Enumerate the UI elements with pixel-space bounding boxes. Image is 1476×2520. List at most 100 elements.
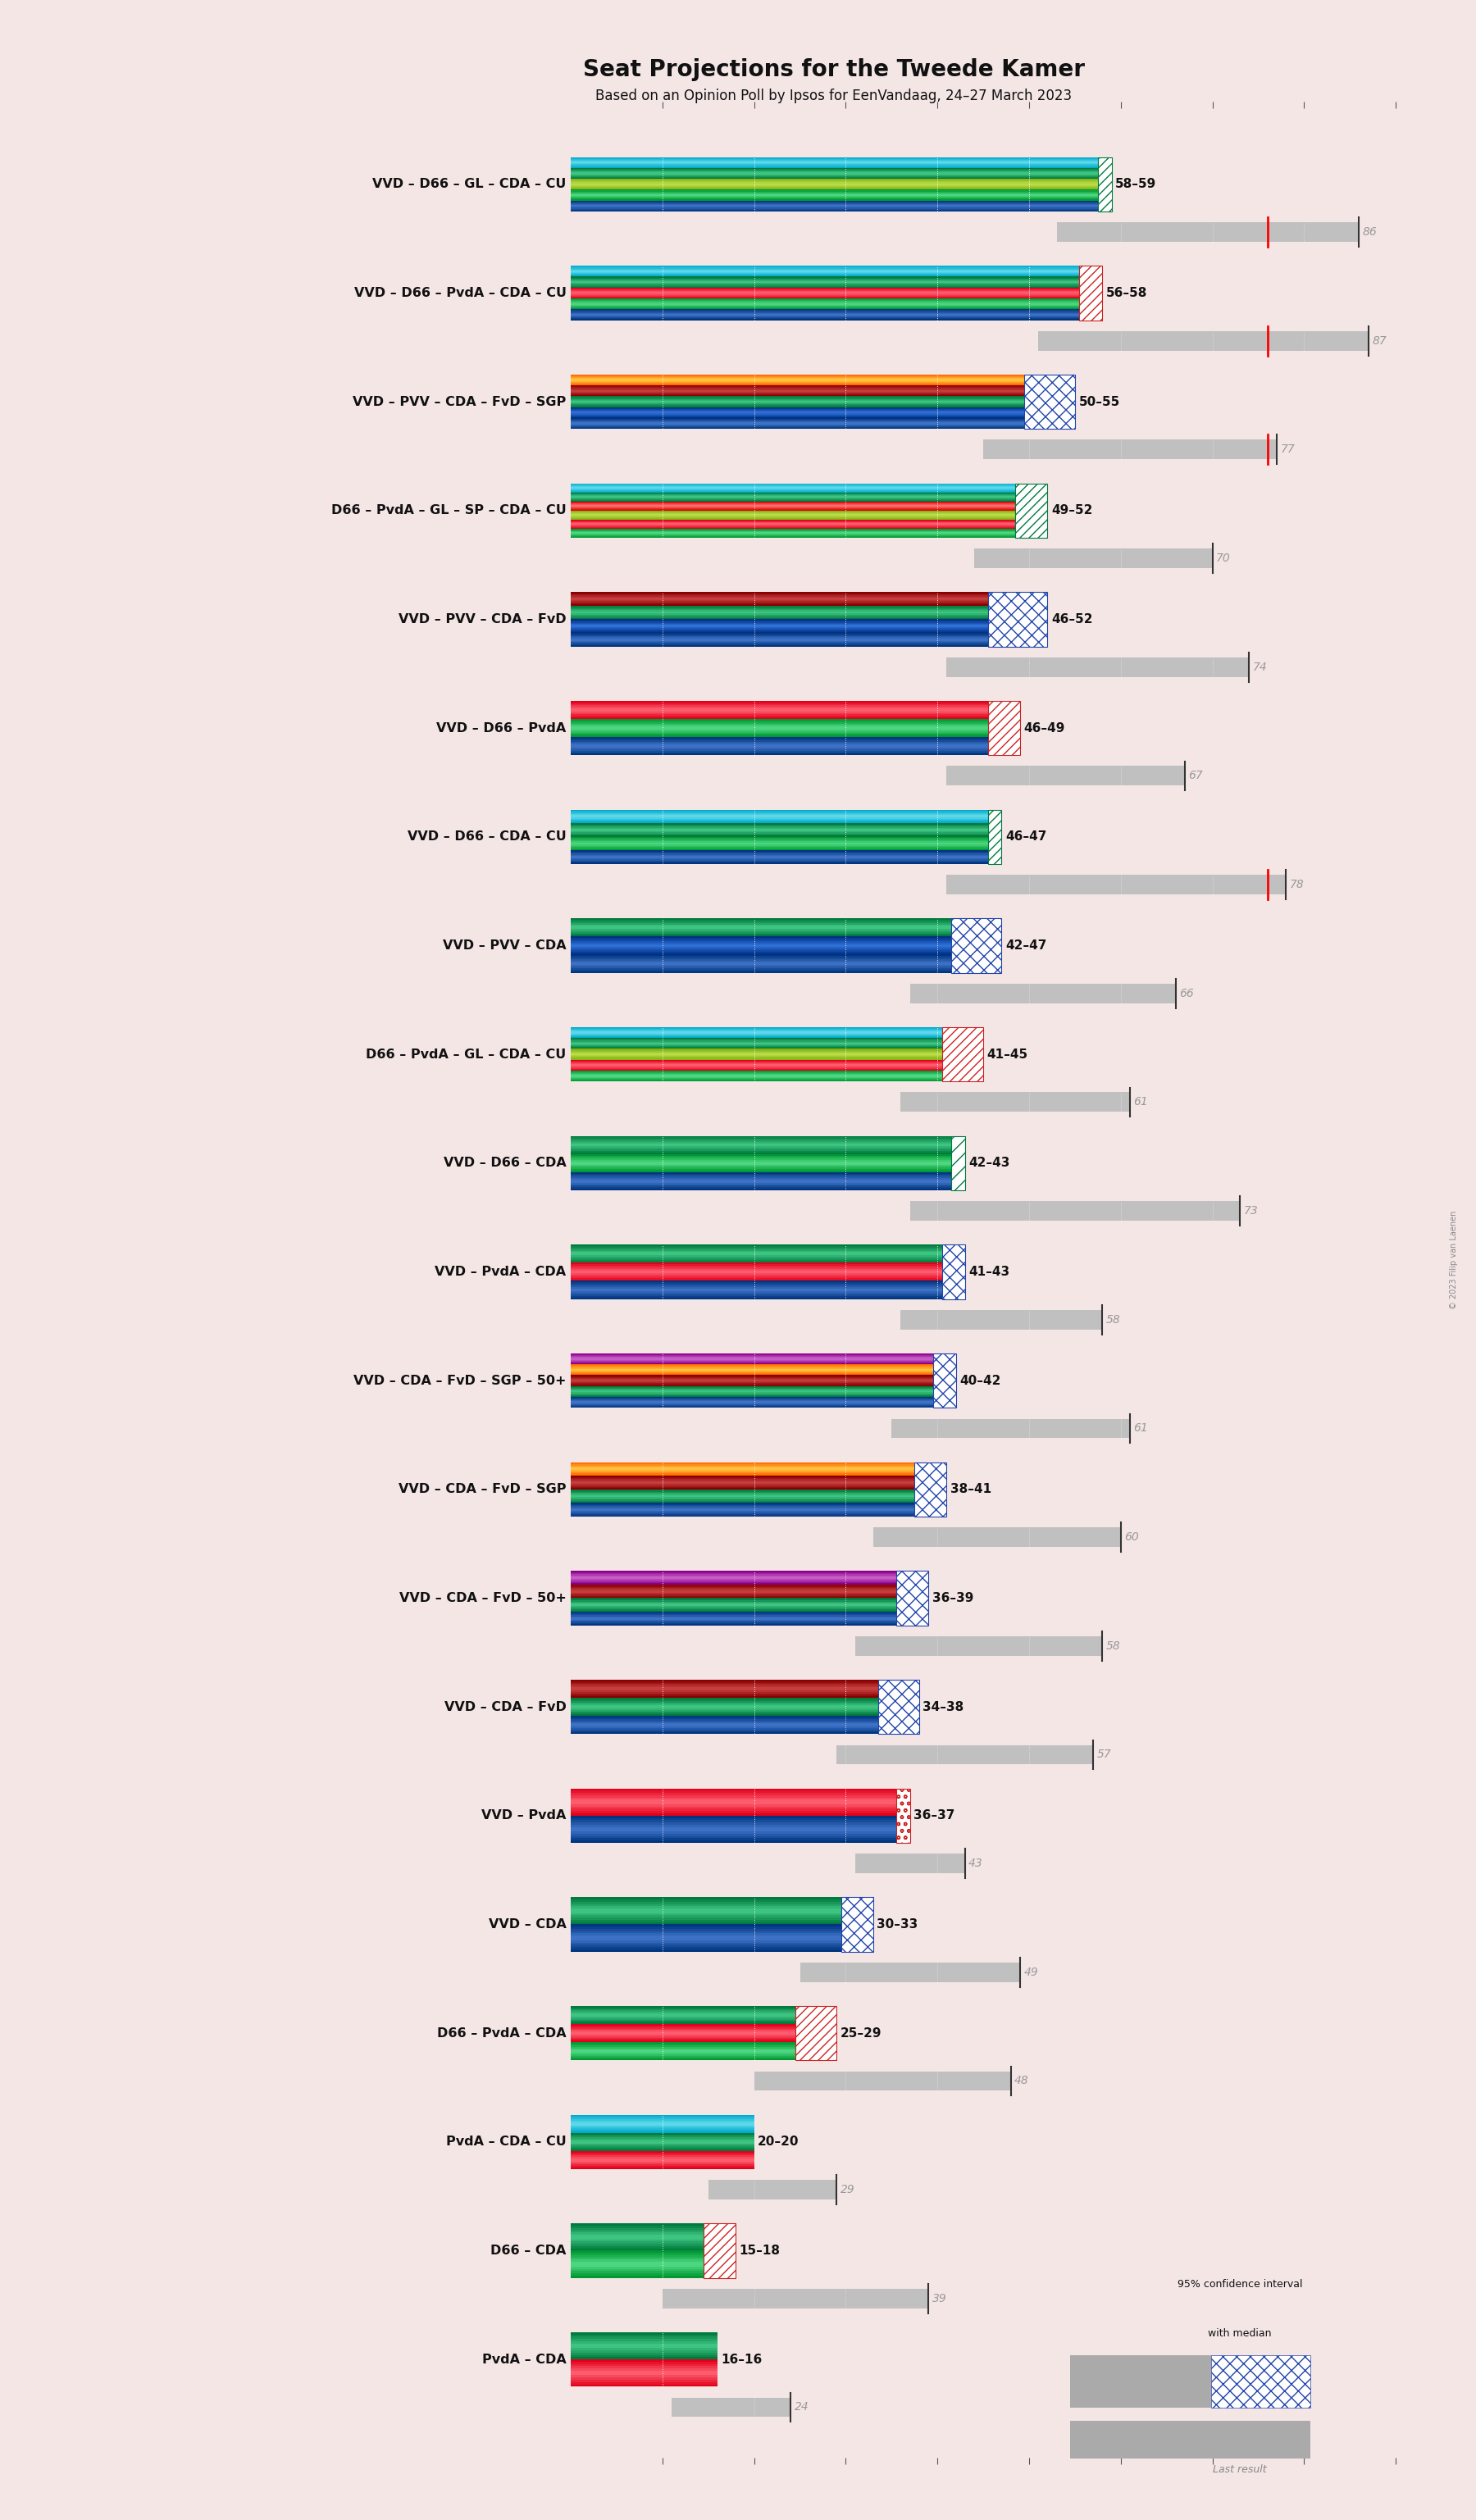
Text: 16–16: 16–16 (722, 2354, 762, 2366)
Text: 29: 29 (840, 2185, 855, 2195)
Text: 61: 61 (1134, 1424, 1148, 1434)
Bar (933, 1353, 956, 1409)
Bar (896, 1789, 909, 1842)
Bar (896, 1570, 928, 1625)
Text: D66 – PvdA – GL – CDA – CU: D66 – PvdA – GL – CDA – CU (366, 1048, 567, 1061)
Bar (974, 549, 1212, 567)
Bar (987, 809, 1002, 864)
Text: D66 – PvdA – CDA: D66 – PvdA – CDA (437, 2026, 567, 2039)
Text: PvdA – CDA: PvdA – CDA (483, 2354, 567, 2366)
Text: 58–59: 58–59 (1116, 179, 1157, 192)
Bar (1070, 2422, 1311, 2460)
Text: VVD – CDA: VVD – CDA (489, 1918, 567, 1930)
Text: 67: 67 (1188, 771, 1203, 781)
Text: Based on an Opinion Poll by Ipsos for EenVandaag, 24–27 March 2023: Based on an Opinion Poll by Ipsos for Ee… (596, 88, 1072, 103)
Text: 41–43: 41–43 (968, 1265, 1010, 1278)
Text: VVD – PvdA – CDA: VVD – PvdA – CDA (435, 1265, 567, 1278)
Bar (951, 1137, 965, 1189)
Text: 41–45: 41–45 (987, 1048, 1027, 1061)
Text: © 2023 Filip van Laenen: © 2023 Filip van Laenen (1449, 1210, 1458, 1310)
Text: 15–18: 15–18 (739, 2245, 781, 2258)
Bar (892, 1419, 1131, 1439)
Text: 30–33: 30–33 (877, 1918, 918, 1930)
Bar (951, 917, 1002, 973)
Bar (983, 441, 1277, 459)
Text: 66: 66 (1179, 988, 1194, 998)
Bar (855, 1855, 965, 1872)
Text: 57: 57 (1097, 1749, 1111, 1761)
Bar (672, 2397, 791, 2417)
Text: 36–39: 36–39 (931, 1593, 973, 1605)
Text: 42–47: 42–47 (1005, 940, 1046, 953)
Bar (1098, 156, 1111, 212)
Text: VVD – D66 – CDA: VVD – D66 – CDA (443, 1157, 567, 1169)
Bar (841, 1898, 874, 1950)
Text: 25–29: 25–29 (840, 2026, 881, 2039)
Bar (942, 1028, 983, 1081)
Text: 70: 70 (1216, 552, 1231, 564)
Text: 24: 24 (794, 2402, 809, 2414)
Text: 73: 73 (1244, 1205, 1258, 1217)
Bar (1015, 484, 1048, 537)
Bar (987, 701, 1020, 756)
Text: 56–58: 56–58 (1106, 287, 1147, 300)
Bar (1038, 330, 1368, 350)
Text: VVD – D66 – GL – CDA – CU: VVD – D66 – GL – CDA – CU (372, 179, 567, 192)
Text: VVD – PVV – CDA – FvD – SGP: VVD – PVV – CDA – FvD – SGP (353, 396, 567, 408)
Bar (942, 1245, 965, 1298)
Bar (900, 1310, 1103, 1331)
Bar (704, 2223, 735, 2278)
Bar (796, 2006, 837, 2061)
Bar (1024, 375, 1075, 428)
Bar (1057, 222, 1359, 242)
Text: 34–38: 34–38 (922, 1701, 964, 1714)
Text: VVD – PVV – CDA: VVD – PVV – CDA (443, 940, 567, 953)
Bar (933, 1353, 956, 1409)
Bar (1070, 2354, 1212, 2409)
Bar (942, 1028, 983, 1081)
Text: 74: 74 (1253, 660, 1268, 673)
Text: VVD – CDA – FvD – SGP: VVD – CDA – FvD – SGP (399, 1484, 567, 1494)
Text: VVD – CDA – FvD – SGP – 50+: VVD – CDA – FvD – SGP – 50+ (353, 1373, 567, 1386)
Text: VVD – D66 – PvdA: VVD – D66 – PvdA (437, 721, 567, 733)
Bar (1015, 484, 1048, 537)
Text: PvdA – CDA – CU: PvdA – CDA – CU (446, 2137, 567, 2147)
Bar (915, 1462, 946, 1517)
Bar (800, 1963, 1020, 1983)
Text: VVD – D66 – CDA – CU: VVD – D66 – CDA – CU (407, 832, 567, 842)
Bar (878, 1681, 920, 1734)
Bar (878, 1681, 920, 1734)
Text: 60: 60 (1125, 1532, 1139, 1542)
Bar (946, 658, 1249, 678)
Text: 36–37: 36–37 (914, 1809, 955, 1822)
Bar (837, 1744, 1094, 1764)
Bar (1079, 265, 1103, 320)
Text: D66 – PvdA – GL – SP – CDA – CU: D66 – PvdA – GL – SP – CDA – CU (331, 504, 567, 517)
Bar (855, 1635, 1103, 1656)
Bar (796, 2006, 837, 2061)
Bar (951, 917, 1002, 973)
Bar (951, 1137, 965, 1189)
Text: VVD – CDA – FvD: VVD – CDA – FvD (444, 1701, 567, 1714)
Bar (754, 2071, 1011, 2092)
Bar (942, 1245, 965, 1298)
Bar (909, 983, 1176, 1003)
Text: 38–41: 38–41 (951, 1484, 992, 1494)
Bar (946, 766, 1185, 786)
Text: VVD – PvdA: VVD – PvdA (481, 1809, 567, 1822)
Text: 48: 48 (1014, 2076, 1029, 2087)
Bar (946, 874, 1286, 895)
Bar (915, 1462, 946, 1517)
Bar (900, 1091, 1131, 1111)
Text: 61: 61 (1134, 1096, 1148, 1109)
Bar (987, 701, 1020, 756)
Text: 42–43: 42–43 (968, 1157, 1010, 1169)
Text: 86: 86 (1362, 227, 1377, 237)
Text: 78: 78 (1290, 879, 1303, 890)
Bar (987, 809, 1002, 864)
Text: 46–52: 46–52 (1051, 612, 1092, 625)
Bar (841, 1898, 874, 1950)
Text: 58: 58 (1106, 1313, 1120, 1326)
Text: 49–52: 49–52 (1051, 504, 1092, 517)
Text: 46–49: 46–49 (1023, 721, 1064, 733)
